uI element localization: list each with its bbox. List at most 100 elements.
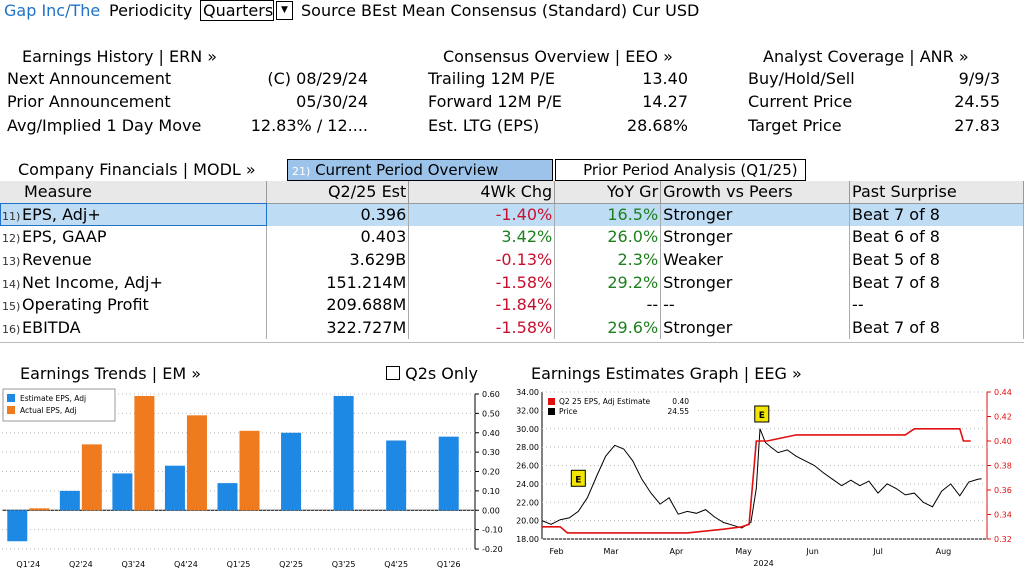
legend-label: Price xyxy=(559,407,578,416)
estimate-cell: 151.214M xyxy=(266,270,410,294)
measure-name: Revenue xyxy=(22,249,92,269)
bar-estimate xyxy=(217,483,238,511)
tab-prior-number: 22) xyxy=(560,165,579,178)
left-tick-label: 18.00 xyxy=(516,535,539,544)
x-tick-label: Q3'25 xyxy=(332,560,356,569)
col-yoy[interactable]: YoY Gr xyxy=(554,181,662,204)
yoy-cell: 2.3% xyxy=(554,248,662,271)
measure-name: EPS, GAAP xyxy=(22,227,107,247)
right-tick-label: 0.38 xyxy=(994,462,1012,471)
earnings-history-title[interactable]: Earnings History | ERN » xyxy=(22,47,218,66)
left-tick-label: 30.00 xyxy=(516,425,539,434)
measure-name: Net Income, Adj+ xyxy=(22,272,163,292)
row-index: 12) xyxy=(2,232,21,246)
y-tick-label: 0.10 xyxy=(482,487,500,496)
measure-cell[interactable]: 16) EBITDA xyxy=(0,315,268,339)
bar-actual xyxy=(29,508,50,511)
growth-peers-cell: Stronger xyxy=(660,315,851,339)
consensus-overview-title[interactable]: Consensus Overview | EEO » xyxy=(443,47,673,66)
col-growth-peers[interactable]: Growth vs Peers xyxy=(660,181,851,204)
legend-box xyxy=(545,394,695,418)
measure-cell[interactable]: 14) Net Income, Adj+ xyxy=(0,270,268,294)
right-tick-label: 0.42 xyxy=(994,413,1012,422)
row-index: 13) xyxy=(2,254,21,268)
bar-actual xyxy=(186,415,207,511)
left-tick-label: 24.00 xyxy=(516,480,539,489)
estimate-cell: 0.396 xyxy=(266,203,410,226)
change-cell: -1.40% xyxy=(408,203,556,226)
row-index: 15) xyxy=(2,300,21,314)
yoy-cell: 16.5% xyxy=(554,203,662,226)
measure-cell[interactable]: 11) EPS, Adj+ xyxy=(0,203,268,226)
x-tick-label: Jun xyxy=(805,547,819,556)
table-header-row: Measure Q2/25 Est 4Wk Chg YoY Gr Growth … xyxy=(0,181,1024,204)
past-surprise-cell: Beat 7 of 8 xyxy=(849,315,1024,339)
x-tick-label: Q1'24 xyxy=(16,560,40,569)
checkbox-box[interactable] xyxy=(386,366,400,380)
legend-label: Q2 25 EPS, Adj Estimate xyxy=(559,397,651,406)
table-row[interactable]: 15) Operating Profit 209.688M -1.84% -- -- -- xyxy=(0,293,1024,316)
forward-pe-label: Forward 12M P/E xyxy=(428,92,562,111)
x-tick-label: May xyxy=(735,547,752,556)
legend-label: Estimate EPS, Adj xyxy=(20,394,86,403)
tab-current-period[interactable]: 21) Current Period Overview (Q2/25) xyxy=(287,159,553,201)
bar-actual xyxy=(81,444,102,511)
y-tick-label: -0.10 xyxy=(482,526,503,535)
earnings-estimates-chart: 18.00 20.00 22.00 24.00 26.00 28.00 30.00 32.00… xyxy=(516,388,1012,568)
bar-actual xyxy=(239,430,260,511)
col-past-surprise[interactable]: Past Surprise xyxy=(849,181,1024,204)
change-cell: -1.84% xyxy=(408,293,556,316)
col-4wk-chg[interactable]: 4Wk Chg xyxy=(408,181,556,204)
table-row[interactable]: 11) EPS, Adj+ 0.396 -1.40% 16.5% Stronger Beat… xyxy=(0,203,1024,226)
buy-hold-sell-label: Buy/Hold/Sell xyxy=(748,69,855,88)
periodicity-label: Periodicity xyxy=(109,1,193,20)
forward-pe-value: 14.27 xyxy=(642,92,688,111)
table-row[interactable]: 16) EBITDA 322.727M -1.58% 29.6% Stronger Beat… xyxy=(0,315,1024,339)
x-tick-label: Aug xyxy=(936,547,952,556)
tab-prior-label: Prior Period Analysis (Q1/25) xyxy=(583,161,798,179)
x-tick-label: Q2'24 xyxy=(69,560,93,569)
growth-peers-cell: -- xyxy=(660,293,851,316)
top-bar: Gap Inc/The Periodicity Quarters ▼ Sourc… xyxy=(0,0,1024,24)
estimate-cell: 3.629B xyxy=(266,248,410,271)
right-tick-label: 0.44 xyxy=(994,388,1012,397)
bar-estimate xyxy=(281,432,302,511)
earnings-graph-title[interactable]: Earnings Estimates Graph | EEG » xyxy=(531,364,802,383)
left-tick-label: 32.00 xyxy=(516,406,539,415)
ticker-link[interactable]: Gap Inc/The xyxy=(4,1,101,20)
prior-announcement-value: 05/30/24 xyxy=(296,92,368,111)
change-cell: -0.13% xyxy=(408,248,556,271)
table-row[interactable]: 12) EPS, GAAP 0.403 3.42% 26.0% Stronger Beat … xyxy=(0,225,1024,249)
chevron-down-icon[interactable]: ▼ xyxy=(276,1,293,20)
legend-value: 24.55 xyxy=(668,407,690,416)
col-measure[interactable]: Measure xyxy=(0,181,268,204)
measure-cell[interactable]: 12) EPS, GAAP xyxy=(0,225,268,249)
past-surprise-cell: Beat 7 of 8 xyxy=(849,270,1024,294)
company-financials-title[interactable]: Company Financials | MODL » xyxy=(18,160,256,179)
col-estimate[interactable]: Q2/25 Est xyxy=(266,181,410,204)
bar-estimate xyxy=(386,440,407,511)
yoy-cell: 29.2% xyxy=(554,270,662,294)
analyst-coverage-title[interactable]: Analyst Coverage | ANR » xyxy=(763,47,969,66)
left-tick-label: 22.00 xyxy=(516,498,539,507)
earnings-marker-icon xyxy=(754,405,770,423)
financials-table: Measure Q2/25 Est 4Wk Chg YoY Gr Growth … xyxy=(0,181,1024,339)
q2s-only-label: Q2s Only xyxy=(405,364,478,383)
est-ltg-label: Est. LTG (EPS) xyxy=(428,116,540,135)
bar-estimate xyxy=(7,510,28,542)
periodicity-value: Quarters xyxy=(203,1,274,20)
earnings-trends-title[interactable]: Earnings Trends | EM » xyxy=(20,364,201,383)
table-row[interactable]: 14) Net Income, Adj+ 151.214M -1.58% 29.2% St… xyxy=(0,270,1024,294)
buy-hold-sell-value: 9/9/3 xyxy=(958,69,1000,88)
row-index: 11) xyxy=(2,210,21,224)
past-surprise-cell: Beat 5 of 8 xyxy=(849,248,1024,271)
y-tick-label: 0.40 xyxy=(482,429,500,438)
periodicity-select[interactable]: Quarters xyxy=(200,0,275,21)
q2s-only-checkbox[interactable]: Q2s Only xyxy=(386,364,478,383)
tab-prior-period[interactable]: 22) Prior Period Analysis (Q1/25) xyxy=(555,159,806,181)
measure-cell[interactable]: 15) Operating Profit xyxy=(0,293,268,316)
yoy-cell: 26.0% xyxy=(554,225,662,249)
measure-cell[interactable]: 13) Revenue xyxy=(0,248,268,271)
table-row[interactable]: 13) Revenue 3.629B -0.13% 2.3% Weaker Beat 5 o… xyxy=(0,248,1024,271)
bar-estimate xyxy=(112,473,133,511)
